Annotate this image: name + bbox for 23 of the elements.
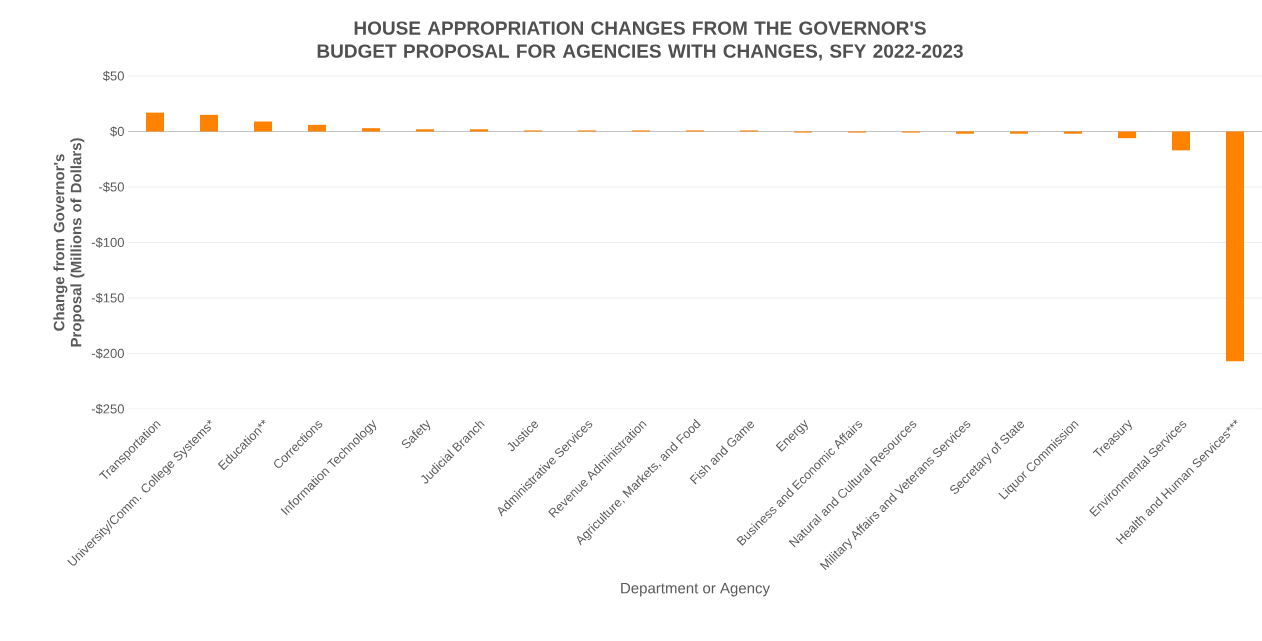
x-axis-title: Department or Agency [621,582,770,597]
bar [200,114,218,132]
y-tick-label: -$100 [91,237,124,248]
bar [1009,131,1028,134]
y-tick-label: -$50 [99,181,124,193]
y-tick-label: -$250 [91,403,124,415]
bar [1064,131,1082,134]
bar [146,112,164,132]
y-tick-label: $50 [102,70,124,82]
bar [956,131,974,134]
bar [362,128,380,132]
bar [1117,131,1136,139]
y-tick-label: -$150 [91,292,124,304]
bar [416,129,434,132]
chart-title: HOUSE APPROPRIATION CHANGES FROM THE GOVERNOR'S BUDGET PROPOSAL FOR AGENCIES WITH CHANGES, SFY 2022-2023 [317,21,963,61]
bar [470,129,488,132]
bar [254,121,272,132]
y-tick-label: $0 [110,126,124,137]
y-tick-label: -$200 [91,348,124,359]
bar [308,124,326,132]
bar [1226,131,1244,362]
bar [1171,131,1190,151]
y-axis-title: Change from Governor's Proposal (Millions of Dollars) [53,138,85,347]
